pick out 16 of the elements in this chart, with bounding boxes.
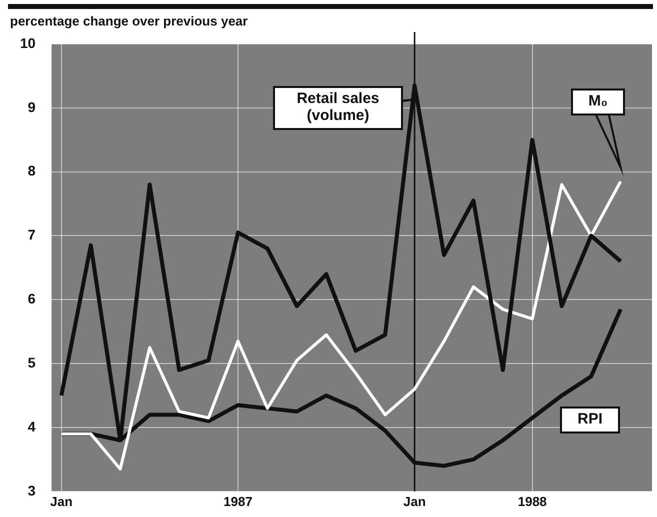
x-tick-label: 1988 — [518, 494, 547, 509]
x-tick-label: Jan — [50, 494, 73, 509]
y-tick-label: 5 — [28, 354, 36, 370]
y-tick-label: 10 — [20, 34, 36, 51]
text: M₀ — [588, 92, 608, 110]
series-label: RPI — [577, 410, 603, 428]
x-tick-label: 1987 — [224, 494, 252, 509]
y-tick-label: 4 — [28, 418, 36, 434]
y-tick-label: 7 — [28, 226, 36, 243]
y-tick-label: 6 — [28, 290, 36, 307]
x-tick-label: Jan — [403, 494, 426, 509]
y-tick-label: 8 — [28, 162, 36, 179]
y-tick-label: 3 — [28, 482, 36, 498]
text: Retail sales (volume) — [296, 90, 380, 124]
y-axis-title: percentage change over previous year — [10, 14, 248, 29]
y-tick-label: 9 — [28, 98, 36, 115]
